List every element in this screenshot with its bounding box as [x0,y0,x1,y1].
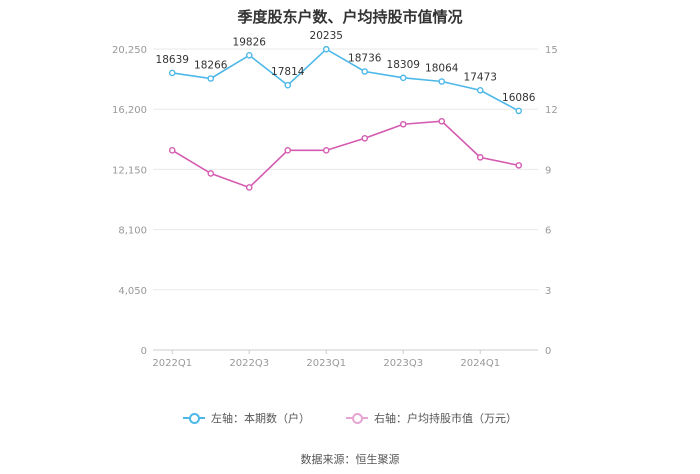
x-tick-label: 2022Q3 [229,358,269,369]
left-series-point [515,107,523,115]
y-right-tick-label: 15 [545,45,558,56]
right-series-point [361,134,369,142]
data-label: 19826 [233,36,267,48]
left-series-point [245,52,253,59]
y-left-tick-label: 12,150 [112,165,147,176]
right-series-point [438,117,446,125]
left-series-point [476,86,484,94]
right-series-point [322,147,330,154]
y-left-tick-label: 20,250 [112,45,147,56]
legend-left-series-icon [183,412,205,424]
x-tick-label: 2024Q1 [460,358,500,369]
right-series-point [207,170,215,177]
left-series-point [207,75,215,82]
data-label: 18064 [425,62,459,74]
legend-item-left-series[interactable]: 左轴：本期数（户） [183,410,310,426]
y-right-tick-label: 3 [545,286,551,297]
data-label: 18309 [387,59,420,71]
data-label: 16086 [502,92,536,104]
left-series-point [399,74,407,82]
legend: 左轴：本期数（户） 右轴：户均持股市值（万元） [0,410,700,426]
data-label: 17814 [271,66,305,78]
y-right-tick-label: 9 [545,165,551,176]
left-series-point [361,68,369,75]
right-series-point [476,154,484,161]
data-label: 18639 [156,54,189,66]
data-label: 18736 [348,53,382,65]
chart-title: 季度股东户数、户均持股市值情况 [237,8,463,26]
y-left-tick-label: 8,100 [118,226,147,237]
y-left-tick-label: 0 [141,346,147,357]
legend-item-right-series[interactable]: 右轴：户均持股市值（万元） [346,410,517,426]
legend-right-series-label: 右轴：户均持股市值（万元） [374,412,517,425]
y-left-tick-label: 16,200 [112,105,147,116]
legend-left-series-label: 左轴：本期数（户） [211,412,310,425]
legend-right-series-icon [346,412,368,424]
left-series-point [284,81,292,89]
data-source: 数据来源：恒生聚源 [300,453,400,466]
y-right-tick-label: 6 [545,226,551,237]
left-series-point [438,78,446,85]
right-series-point [284,147,292,154]
x-tick-label: 2023Q1 [306,358,346,369]
x-tick-label: 2022Q1 [152,358,192,369]
right-series-point [168,147,176,154]
right-series-point [515,162,523,169]
right-series-point [399,120,407,128]
data-label: 18266 [194,59,228,71]
left-series-point [322,45,330,53]
data-label: 20235 [310,30,343,42]
left-series-line [172,48,520,112]
right-series-point [245,184,253,191]
y-right-tick-label: 0 [545,346,551,357]
data-label: 17473 [464,71,497,83]
y-right-tick-label: 12 [545,105,558,116]
y-left-tick-label: 4,050 [118,286,147,297]
left-series-point [168,69,176,77]
right-series-line [171,120,519,189]
x-tick-label: 2023Q3 [383,358,423,369]
